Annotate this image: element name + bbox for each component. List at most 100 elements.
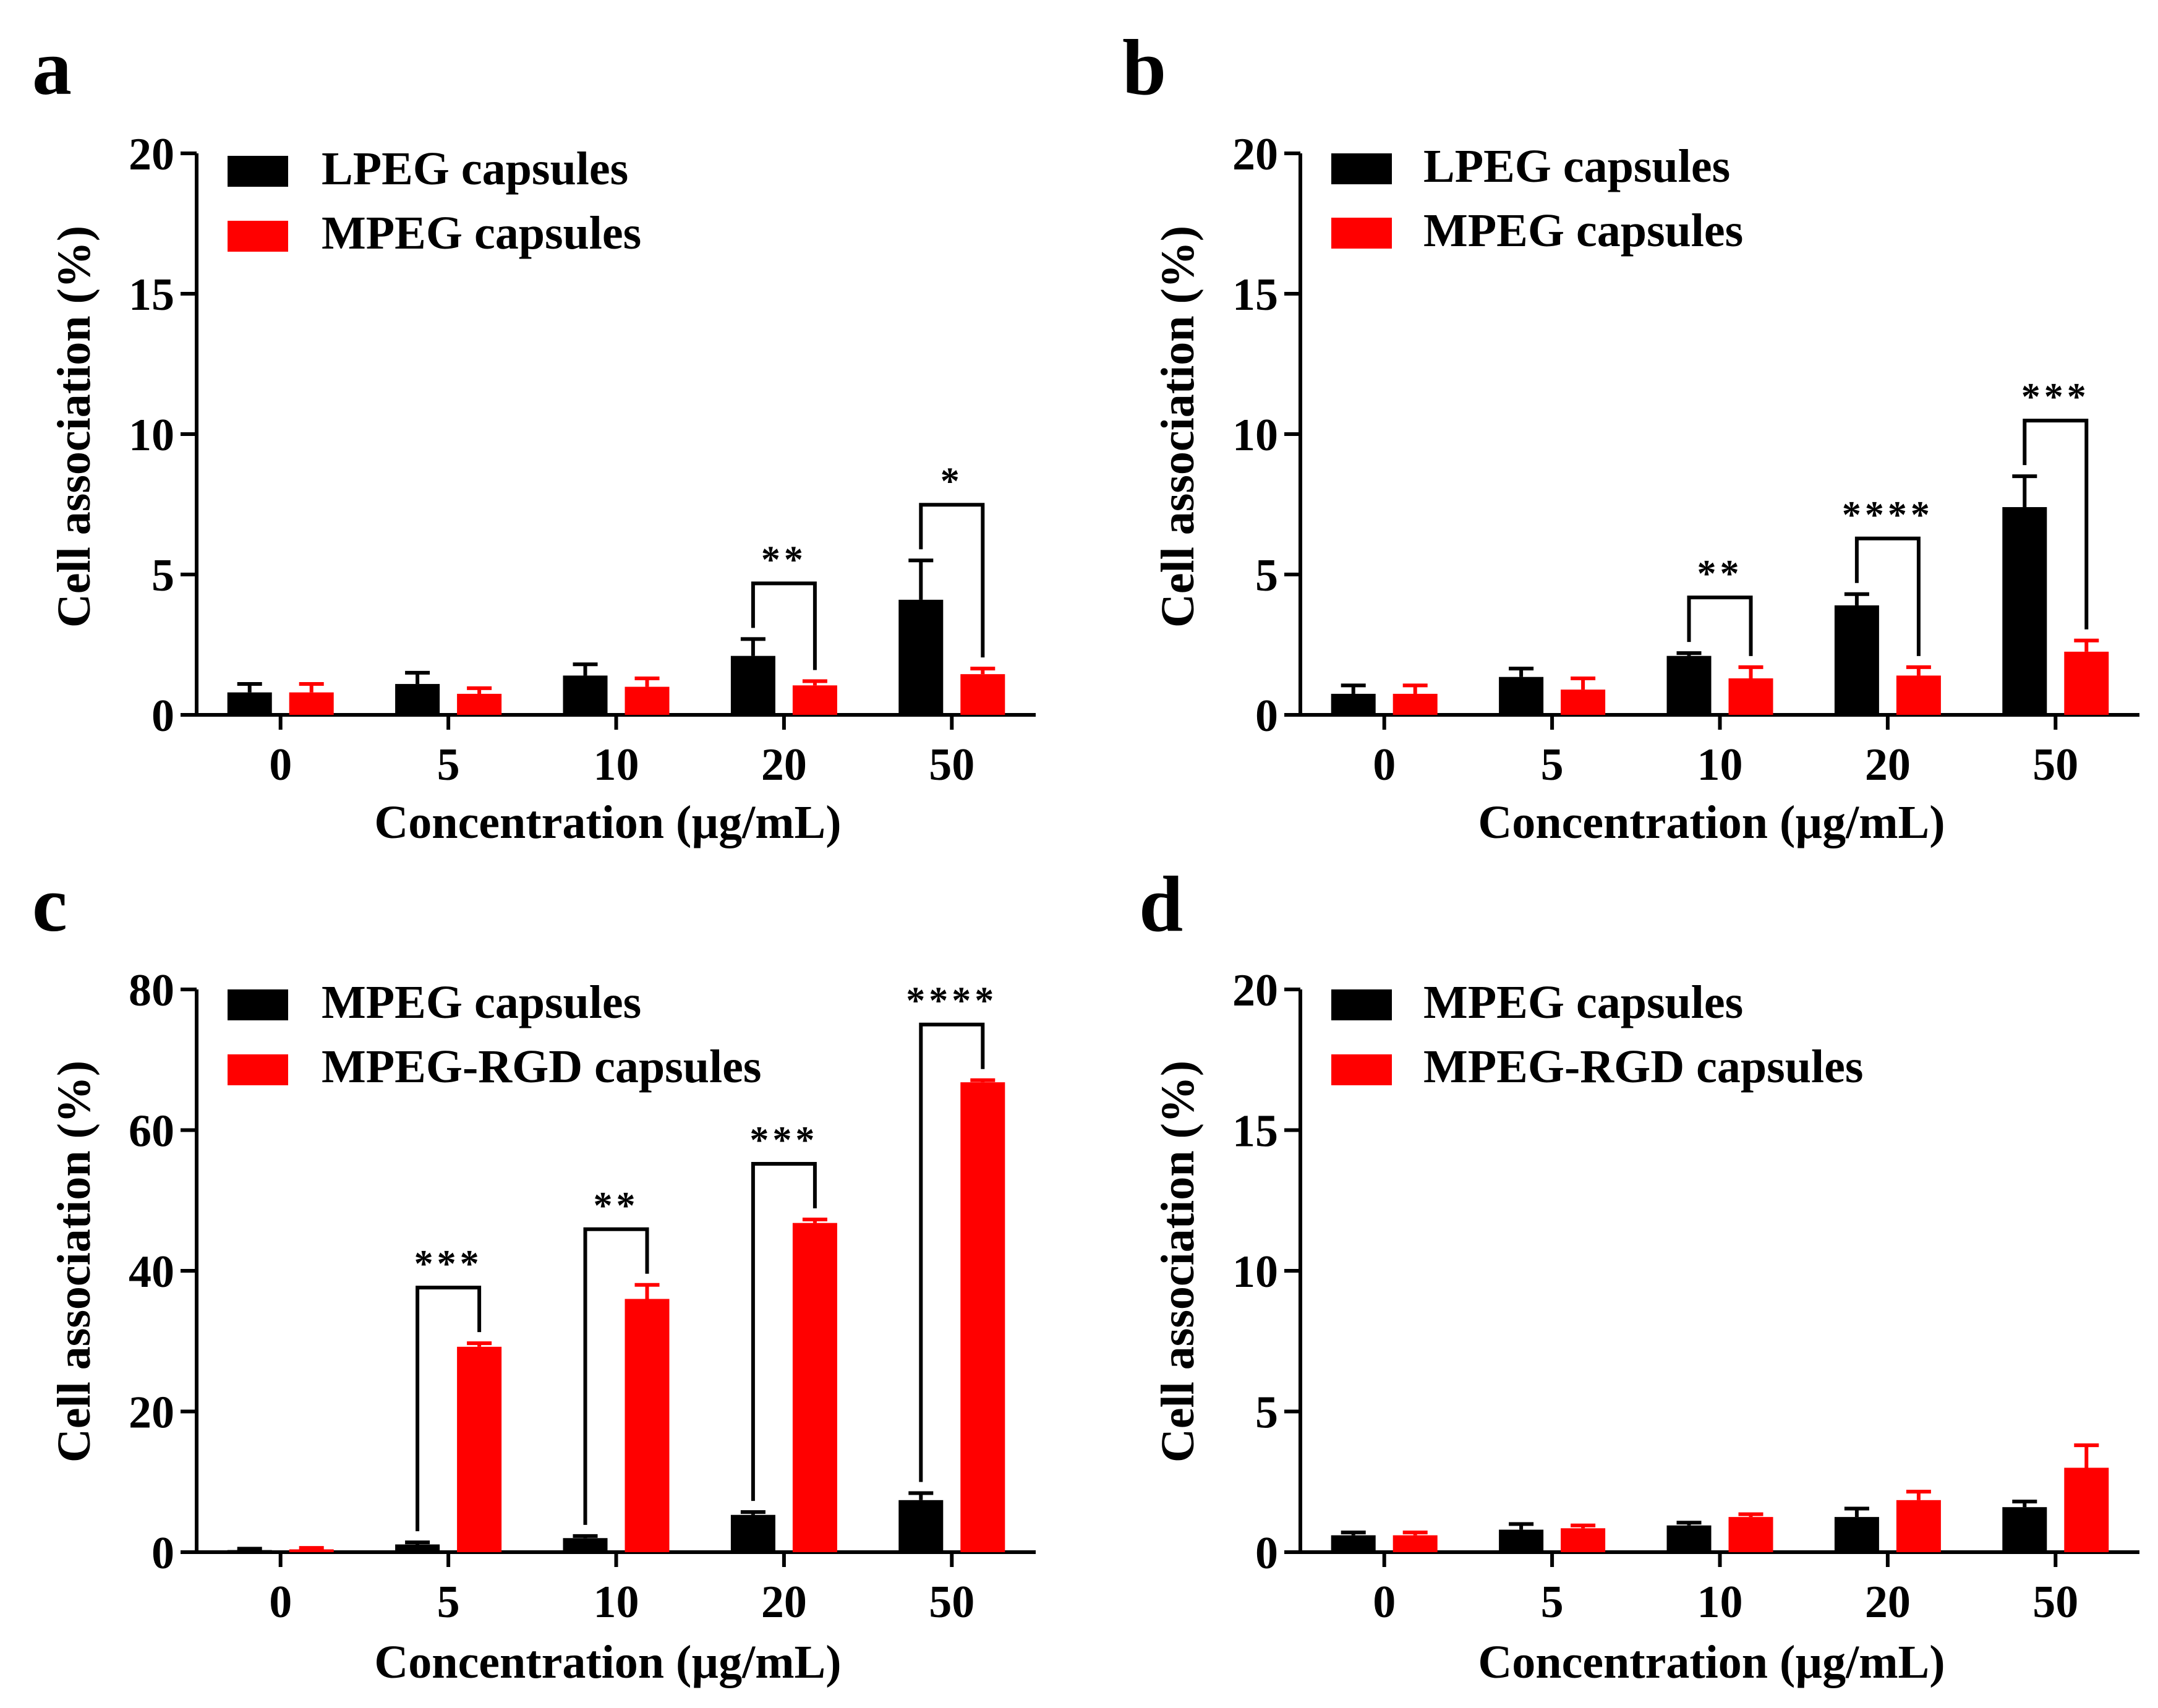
significance-label-c-0: ***: [414, 1243, 483, 1285]
x-tick-label-a-3: 20: [761, 740, 807, 790]
legend-a: LPEG capsules MPEG capsules: [228, 143, 641, 259]
y-tick-label-b-2: 10: [1232, 410, 1278, 461]
significance-bracket-c-1: [583, 1227, 649, 1525]
x-tick-label-c-3: 20: [761, 1577, 807, 1628]
y-tick-label-a-1: 5: [151, 550, 174, 601]
bar-b-s1-0: [1392, 693, 1438, 715]
x-tick-label-d-1: 5: [1541, 1577, 1564, 1628]
significance-label-c-2: ***: [749, 1119, 818, 1161]
significance-label-c-1: **: [594, 1185, 639, 1227]
bar-d-s1-5: [1561, 1528, 1606, 1552]
x-axis-label-a: Concentration (µg/mL): [374, 796, 841, 848]
bar-b-s0-50: [2002, 507, 2047, 715]
panel-label-b: b: [1122, 23, 1166, 111]
significance-bracket-a-0: [751, 581, 817, 670]
y-tick-label-d-1: 5: [1255, 1388, 1278, 1438]
bar-d-s0-10: [1666, 1525, 1712, 1552]
y-tick-label-b-0: 0: [1255, 691, 1278, 741]
x-tick-label-a-0: 0: [269, 740, 292, 790]
bar-d-s1-0: [1392, 1535, 1438, 1552]
bar-b-s1-50: [2064, 651, 2109, 715]
significance-bracket-c-2: [751, 1161, 817, 1501]
x-tick-label-d-0: 0: [1373, 1577, 1396, 1628]
y-tick-label-b-1: 5: [1255, 550, 1278, 601]
significance-label-b-1: ****: [1842, 494, 1934, 536]
plot-area-d: 0 5 10 15 20 0 5 10 20 50: [1232, 965, 2139, 1628]
legend-label-c-1: MPEG-RGD capsules: [322, 1041, 761, 1093]
legend-swatch-d-1: [1331, 1054, 1392, 1085]
legend-c: MPEG capsules MPEG-RGD capsules: [228, 976, 761, 1093]
x-tick-label-b-0: 0: [1373, 740, 1396, 790]
significance-bracket-c-3: [919, 1022, 985, 1482]
bar-b-s0-0: [1331, 693, 1376, 715]
bar-d-s0-0: [1331, 1535, 1376, 1552]
bar-a-s0-20: [730, 655, 775, 715]
y-tick-label-a-2: 10: [129, 410, 174, 461]
y-tick-label-c-0: 0: [151, 1528, 174, 1579]
bar-c-s1-50: [960, 1082, 1005, 1552]
significance-bracket-c-0: [416, 1286, 482, 1532]
legend-swatch-c-0: [228, 989, 288, 1020]
bar-c-s0-10: [563, 1538, 608, 1552]
y-axis-label-a: Cell association (%): [48, 226, 100, 628]
legend-label-c-0: MPEG capsules: [322, 976, 641, 1028]
bar-c-s0-5: [395, 1544, 440, 1552]
significance-label-a-1: *: [940, 460, 963, 502]
x-tick-label-c-0: 0: [269, 1577, 292, 1628]
bar-d-s0-50: [2002, 1507, 2047, 1552]
bar-b-s1-5: [1561, 690, 1606, 715]
y-tick-label-d-2: 10: [1232, 1247, 1278, 1297]
bar-b-s1-20: [1896, 675, 1941, 715]
bar-d-s1-50: [2064, 1467, 2109, 1552]
legend-label-d-1: MPEG-RGD capsules: [1423, 1041, 1863, 1093]
x-tick-label-b-2: 10: [1697, 740, 1743, 790]
bar-c-s0-0: [227, 1550, 272, 1552]
y-tick-label-c-3: 60: [129, 1106, 174, 1157]
legend-swatch-d-0: [1331, 989, 1392, 1020]
legend-swatch-b-0: [1331, 153, 1392, 184]
legend-swatch-a-0: [228, 156, 288, 187]
bar-d-s0-5: [1499, 1529, 1544, 1552]
bar-a-s1-10: [625, 686, 670, 715]
x-tick-label-d-4: 50: [2032, 1577, 2078, 1628]
legend-d: MPEG capsules MPEG-RGD capsules: [1331, 976, 1863, 1093]
bar-b-s1-10: [1728, 678, 1773, 715]
x-tick-label-b-4: 50: [2032, 740, 2078, 790]
x-tick-label-b-3: 20: [1865, 740, 1911, 790]
x-tick-label-c-1: 5: [437, 1577, 460, 1628]
bar-a-s1-50: [960, 674, 1005, 715]
x-axis-label-b: Concentration (µg/mL): [1478, 796, 1945, 848]
bar-a-s0-50: [898, 599, 944, 715]
legend-label-d-0: MPEG capsules: [1423, 976, 1743, 1028]
legend-label-b-1: MPEG capsules: [1423, 205, 1743, 257]
bar-a-s0-5: [395, 684, 440, 715]
significance-bracket-b-1: [1854, 536, 1921, 656]
y-tick-label-c-1: 20: [129, 1388, 174, 1438]
bar-b-s0-20: [1834, 605, 1879, 715]
bar-c-s1-10: [625, 1299, 670, 1552]
y-axis-label-d: Cell association (%): [1152, 1061, 1204, 1462]
bar-a-s1-20: [792, 685, 837, 715]
x-tick-label-a-1: 5: [437, 740, 460, 790]
bar-a-s0-10: [563, 675, 608, 715]
bar-c-s0-50: [898, 1500, 944, 1552]
legend-b: LPEG capsules MPEG capsules: [1331, 140, 1743, 257]
significance-label-b-2: ***: [2021, 376, 2090, 418]
bar-c-s1-0: [289, 1549, 334, 1552]
y-tick-label-b-3: 15: [1232, 270, 1278, 320]
y-tick-label-a-3: 15: [129, 270, 174, 320]
legend-label-b-0: LPEG capsules: [1423, 140, 1730, 192]
y-axis-label-b: Cell association (%): [1152, 226, 1204, 628]
bar-c-s0-20: [730, 1514, 775, 1552]
bar-d-s0-20: [1834, 1517, 1879, 1552]
legend-swatch-b-1: [1331, 218, 1392, 249]
bar-a-s0-0: [227, 692, 272, 715]
